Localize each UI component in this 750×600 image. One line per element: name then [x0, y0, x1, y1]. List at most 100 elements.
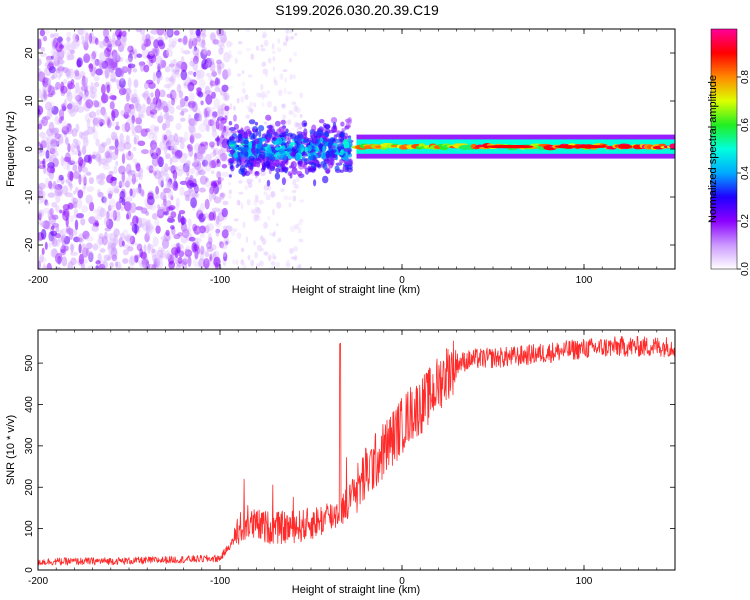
- heat-cell-fade: [253, 218, 257, 223]
- heat-cell-noise: [219, 241, 225, 249]
- heat-cell-onset: [245, 128, 252, 137]
- heat-cell-noise: [105, 115, 111, 125]
- heat-cell-noise: [141, 103, 147, 114]
- heat-cell-fade: [295, 122, 300, 127]
- heat-cell-noise: [104, 151, 111, 159]
- heat-cell-fade: [278, 237, 282, 243]
- heat-cell-fade: [253, 102, 257, 108]
- heat-cell-noise: [78, 253, 85, 265]
- heat-cell-noise: [61, 120, 68, 131]
- heat-cell-noise: [155, 70, 162, 79]
- heat-cell-noise: [69, 243, 75, 251]
- heat-cell-noise: [94, 116, 101, 128]
- heat-cell-noise: [209, 191, 213, 202]
- heat-cell-noise: [125, 135, 130, 145]
- heat-cell-noise: [66, 91, 73, 102]
- heat-cell-noise: [195, 172, 199, 177]
- heat-cell-fade: [254, 194, 259, 199]
- heat-cell-noise: [83, 129, 89, 139]
- heat-cell-noise: [75, 123, 80, 133]
- heat-cell-noise: [102, 164, 111, 171]
- heat-cell-noise: [46, 128, 54, 137]
- heat-cell-fade: [228, 42, 234, 46]
- heat-cell-onset: [347, 124, 352, 128]
- heat-cell-noise: [184, 249, 193, 257]
- heat-cell-onset: [323, 136, 329, 142]
- heat-cell-noise: [209, 80, 217, 87]
- heat-cell-noise: [157, 115, 164, 124]
- heat-cell-noise: [44, 220, 51, 230]
- heat-cell-noise: [224, 129, 231, 137]
- heat-cell-noise: [162, 105, 169, 113]
- heat-cell-noise: [164, 163, 169, 173]
- heat-cell-noise: [196, 261, 201, 268]
- heat-cell-noise: [142, 262, 151, 269]
- colorbar-tick-label: 0.2: [740, 214, 750, 228]
- heat-cell-noise: [98, 41, 105, 49]
- heat-cell-fade: [293, 104, 299, 112]
- heat-cell-noise: [38, 260, 42, 269]
- heat-cell-noise: [98, 51, 107, 62]
- heat-cell-noise: [118, 165, 126, 175]
- heat-cell-fade: [254, 210, 260, 218]
- heat-cell-noise: [53, 181, 59, 188]
- x-tick-label: -100: [210, 275, 230, 286]
- heat-cell-noise: [131, 93, 138, 100]
- heat-cell-onset: [347, 137, 352, 145]
- heat-cell-noise: [74, 104, 79, 113]
- heat-cell-noise: [180, 61, 188, 72]
- heat-cell-noise: [193, 258, 197, 267]
- heat-cell-noise: [162, 49, 169, 59]
- heat-cell-noise: [110, 248, 118, 260]
- heat-cell-noise: [150, 29, 159, 35]
- heat-cell-noise: [146, 226, 153, 237]
- heat-cell-noise: [38, 213, 42, 221]
- heat-cell-onset: [279, 160, 285, 169]
- heat-cell-noise: [168, 77, 175, 82]
- heat-cell-noise: [58, 116, 63, 124]
- heat-cell-fade: [246, 105, 252, 110]
- heat-cell-noise: [156, 249, 164, 259]
- heat-cell-noise: [69, 49, 75, 55]
- heat-cell-noise: [158, 89, 166, 98]
- heat-cell-noise: [107, 242, 112, 250]
- heat-cell-noise: [101, 93, 109, 104]
- heat-cell-onset: [338, 133, 345, 137]
- heat-cell-noise: [80, 218, 86, 226]
- heat-cell-noise: [88, 62, 94, 73]
- heat-cell-fade: [297, 227, 302, 234]
- heat-cell-noise: [114, 147, 119, 156]
- heat-cell-noise: [210, 170, 215, 175]
- heat-cell-noise: [88, 216, 96, 225]
- heat-cell-noise: [205, 94, 213, 105]
- heat-cell-noise: [115, 261, 122, 269]
- heat-cell-noise: [166, 29, 174, 38]
- heat-cell-noise: [212, 70, 217, 78]
- heat-cell-noise: [51, 90, 56, 96]
- heat-cell-noise: [59, 245, 67, 256]
- heat-cell-onset: [341, 128, 346, 132]
- heat-cell-noise: [82, 137, 89, 147]
- heat-cell-noise: [145, 261, 150, 269]
- heat-cell-fade: [267, 57, 272, 64]
- heat-cell-noise: [81, 34, 85, 45]
- heat-cell-noise: [134, 224, 138, 236]
- heat-cell-noise: [178, 210, 186, 215]
- heat-cell-onset: [274, 160, 280, 168]
- heat-cell-noise: [173, 30, 180, 36]
- heat-cell-noise: [93, 75, 100, 82]
- heat-cell-noise: [139, 217, 147, 227]
- heat-cell-noise: [141, 43, 146, 51]
- heat-cell-noise: [49, 138, 58, 147]
- heat-cell-fade: [299, 199, 305, 203]
- heat-cell-fade: [253, 199, 258, 207]
- heat-cell-noise: [44, 30, 50, 35]
- heat-cell-fade: [283, 87, 287, 95]
- heat-cell-onset: [330, 150, 335, 157]
- heat-cell-fade: [285, 38, 289, 43]
- heat-cell-fade: [283, 41, 288, 47]
- heat-cell-noise: [217, 108, 224, 118]
- heat-cell-fade: [266, 89, 271, 95]
- heat-cell-noise: [188, 123, 195, 134]
- heat-cell-noise: [165, 234, 172, 242]
